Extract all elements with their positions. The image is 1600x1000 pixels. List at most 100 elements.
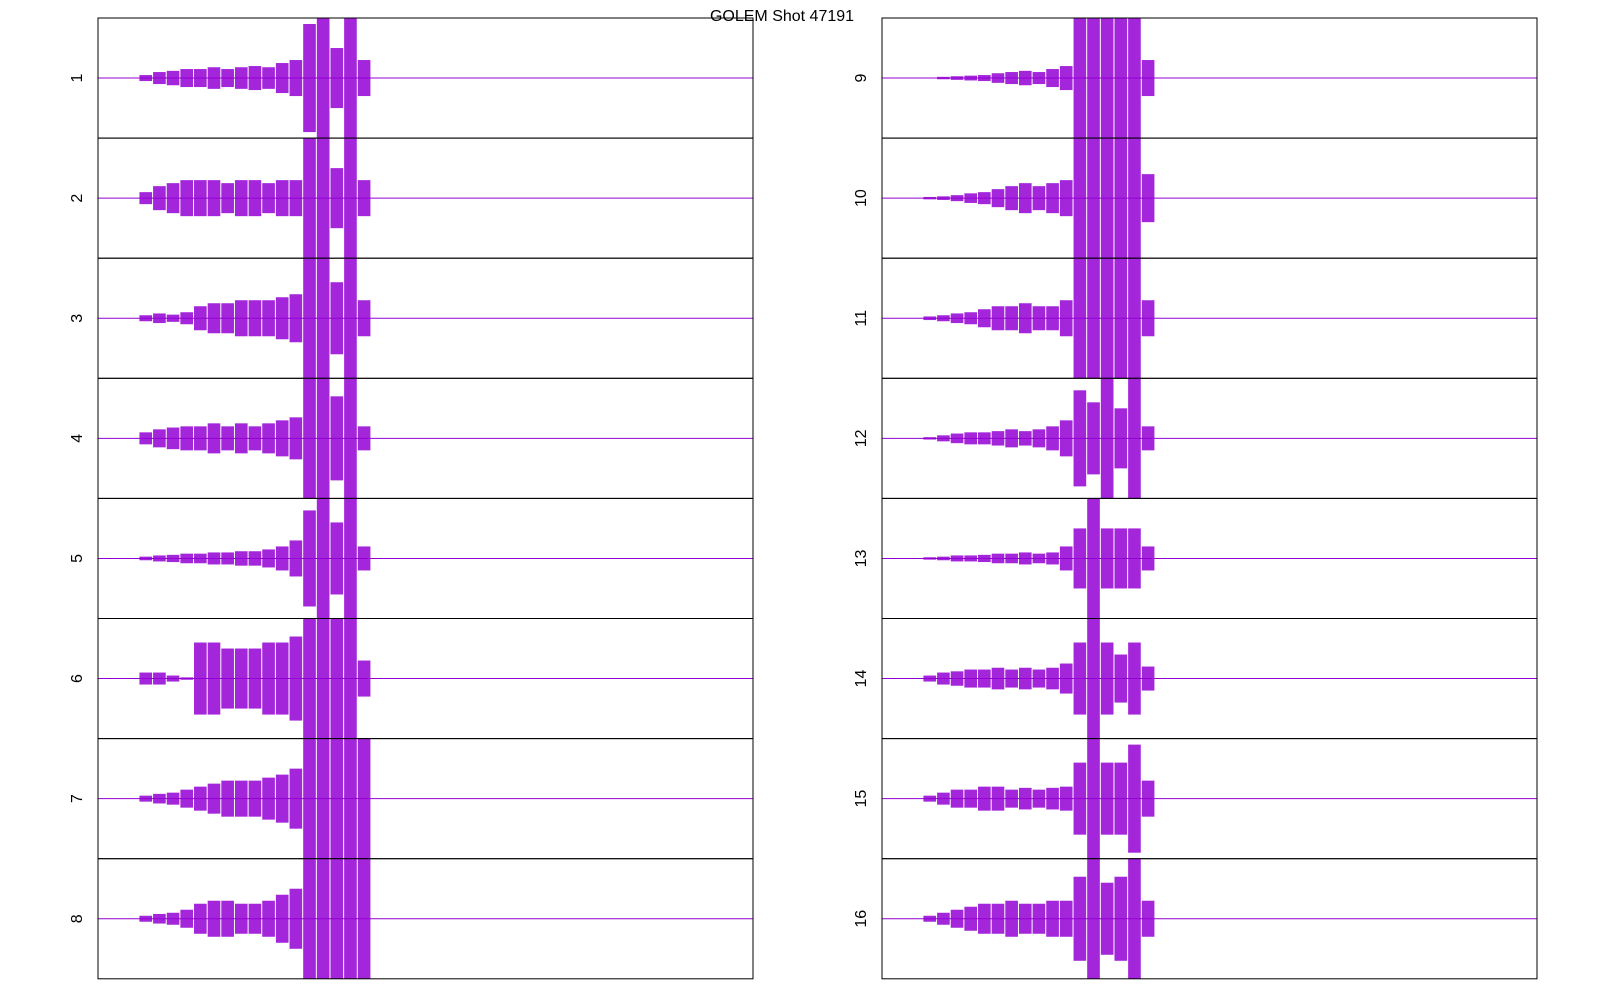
signal-envelope <box>357 738 371 859</box>
signal-envelope <box>1073 876 1087 961</box>
signal-envelope <box>139 795 153 802</box>
signal-envelope <box>1032 789 1046 808</box>
signal-envelope <box>207 67 221 89</box>
signal-envelope <box>964 906 978 931</box>
signal-envelope <box>991 667 1005 690</box>
signal-envelope <box>357 546 371 571</box>
signal-envelope <box>275 894 289 943</box>
signal-envelope <box>357 660 371 697</box>
signal-envelope <box>344 618 357 739</box>
signal-envelope <box>1046 306 1059 331</box>
signal-envelope <box>207 180 221 217</box>
panel-label: 12 <box>853 429 870 447</box>
signal-envelope <box>139 915 153 922</box>
signal-envelope <box>1141 546 1155 571</box>
signal-envelope <box>1100 378 1114 499</box>
signal-envelope <box>139 75 153 82</box>
signal-envelope <box>262 900 275 937</box>
signal-envelope <box>234 903 248 934</box>
signal-envelope <box>139 672 153 685</box>
signal-envelope <box>1087 858 1100 979</box>
signal-envelope <box>303 858 316 979</box>
signal-envelope <box>1128 18 1141 139</box>
signal-envelope <box>923 675 937 682</box>
panel-label: 13 <box>853 549 870 567</box>
chart-title: GOLEM Shot 47191 <box>710 8 854 25</box>
signal-envelope <box>221 303 234 334</box>
signal-envelope <box>344 738 357 859</box>
signal-envelope <box>275 297 289 340</box>
signal-envelope <box>316 138 330 259</box>
signal-envelope <box>344 18 357 139</box>
signal-envelope <box>1141 666 1155 691</box>
signal-envelope <box>316 258 330 379</box>
signal-envelope <box>262 642 275 715</box>
signal-envelope <box>330 282 344 355</box>
signal-envelope <box>275 546 289 571</box>
signal-envelope <box>1087 738 1100 859</box>
signal-envelope <box>153 313 166 324</box>
signal-envelope <box>1128 858 1141 979</box>
signal-envelope <box>1059 180 1073 217</box>
signal-envelope <box>153 793 166 804</box>
signal-envelope <box>166 554 180 563</box>
signal-envelope <box>166 314 180 322</box>
signal-envelope <box>180 553 194 564</box>
signal-envelope <box>978 786 991 811</box>
signal-envelope <box>330 396 344 481</box>
signal-envelope <box>180 180 194 217</box>
signal-envelope <box>1100 258 1114 379</box>
signal-envelope <box>221 900 234 937</box>
signal-envelope <box>153 429 166 448</box>
signal-envelope <box>1087 402 1100 475</box>
signal-envelope <box>1018 431 1032 446</box>
signal-envelope <box>207 552 221 565</box>
signal-envelope <box>923 795 937 802</box>
signal-envelope <box>357 858 371 979</box>
signal-envelope <box>289 417 303 460</box>
panel-label: 11 <box>853 310 870 327</box>
signal-envelope <box>1141 174 1155 223</box>
signal-envelope <box>1087 498 1100 619</box>
signal-envelope <box>937 912 950 925</box>
signal-envelope <box>1005 789 1018 808</box>
signal-envelope <box>139 315 153 322</box>
panel-label: 6 <box>69 674 86 683</box>
signal-envelope <box>166 70 180 86</box>
signal-envelope <box>166 183 180 214</box>
signal-envelope <box>180 69 194 88</box>
signal-envelope <box>248 300 262 337</box>
signal-envelope <box>1128 138 1141 259</box>
signal-envelope <box>330 522 344 595</box>
signal-envelope <box>344 498 357 619</box>
signal-envelope <box>1005 553 1018 564</box>
signal-envelope <box>1059 786 1073 811</box>
signal-envelope <box>275 774 289 823</box>
signal-envelope <box>344 258 357 379</box>
panel-frame <box>97 858 754 980</box>
signal-envelope <box>194 180 207 217</box>
signal-envelope <box>207 900 221 937</box>
signal-envelope <box>248 426 262 451</box>
signal-envelope <box>166 792 180 805</box>
panel-label: 3 <box>69 314 86 323</box>
panel-label: 8 <box>69 914 86 923</box>
signal-envelope <box>991 553 1005 564</box>
signal-envelope <box>194 69 207 88</box>
signal-envelope <box>1046 183 1059 214</box>
signal-envelope <box>207 783 221 814</box>
signal-envelope <box>303 138 316 259</box>
signal-envelope <box>1059 900 1073 937</box>
panel-label: 10 <box>853 189 870 207</box>
signal-envelope <box>937 672 950 685</box>
signal-envelope <box>1032 429 1046 448</box>
signal-envelope <box>153 672 166 685</box>
signal-envelope <box>1100 642 1114 715</box>
signal-envelope <box>991 431 1005 446</box>
signal-envelope <box>166 912 180 925</box>
signal-envelope <box>991 189 1005 208</box>
signal-envelope <box>180 677 194 680</box>
signal-envelope <box>1141 780 1155 817</box>
signal-envelope <box>1046 69 1059 88</box>
